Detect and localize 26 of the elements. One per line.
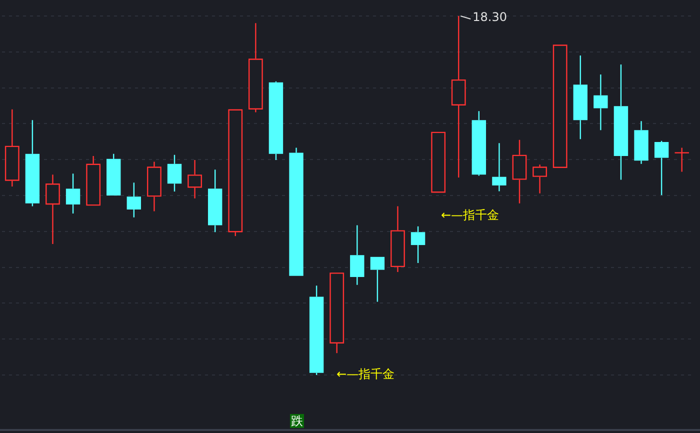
candlestick [126,182,142,218]
candlestick [512,139,527,204]
candlestick [472,110,486,176]
candlestick [188,159,202,199]
candlestick [147,161,162,212]
text: 跌 [290,414,304,428]
candlestick [492,142,506,192]
candlestick [532,164,547,194]
candlestick [66,173,80,214]
candlestick [289,147,304,276]
candlestick [370,256,385,302]
candlestick [309,285,324,376]
annotation: 18.30 [472,10,507,24]
candlestick [674,147,690,172]
annotation: ←—指千金 [441,208,500,222]
candlestick [573,54,588,140]
candlestick [634,120,648,165]
annotation: ←—指千金 [336,367,395,382]
candlestick [167,154,182,192]
candlestick [25,120,40,207]
candlestick [614,64,628,180]
candlestick [594,74,608,131]
candlestick [208,169,222,233]
candlestick [350,224,364,286]
candlestick [410,226,426,264]
candlestick [654,140,669,196]
